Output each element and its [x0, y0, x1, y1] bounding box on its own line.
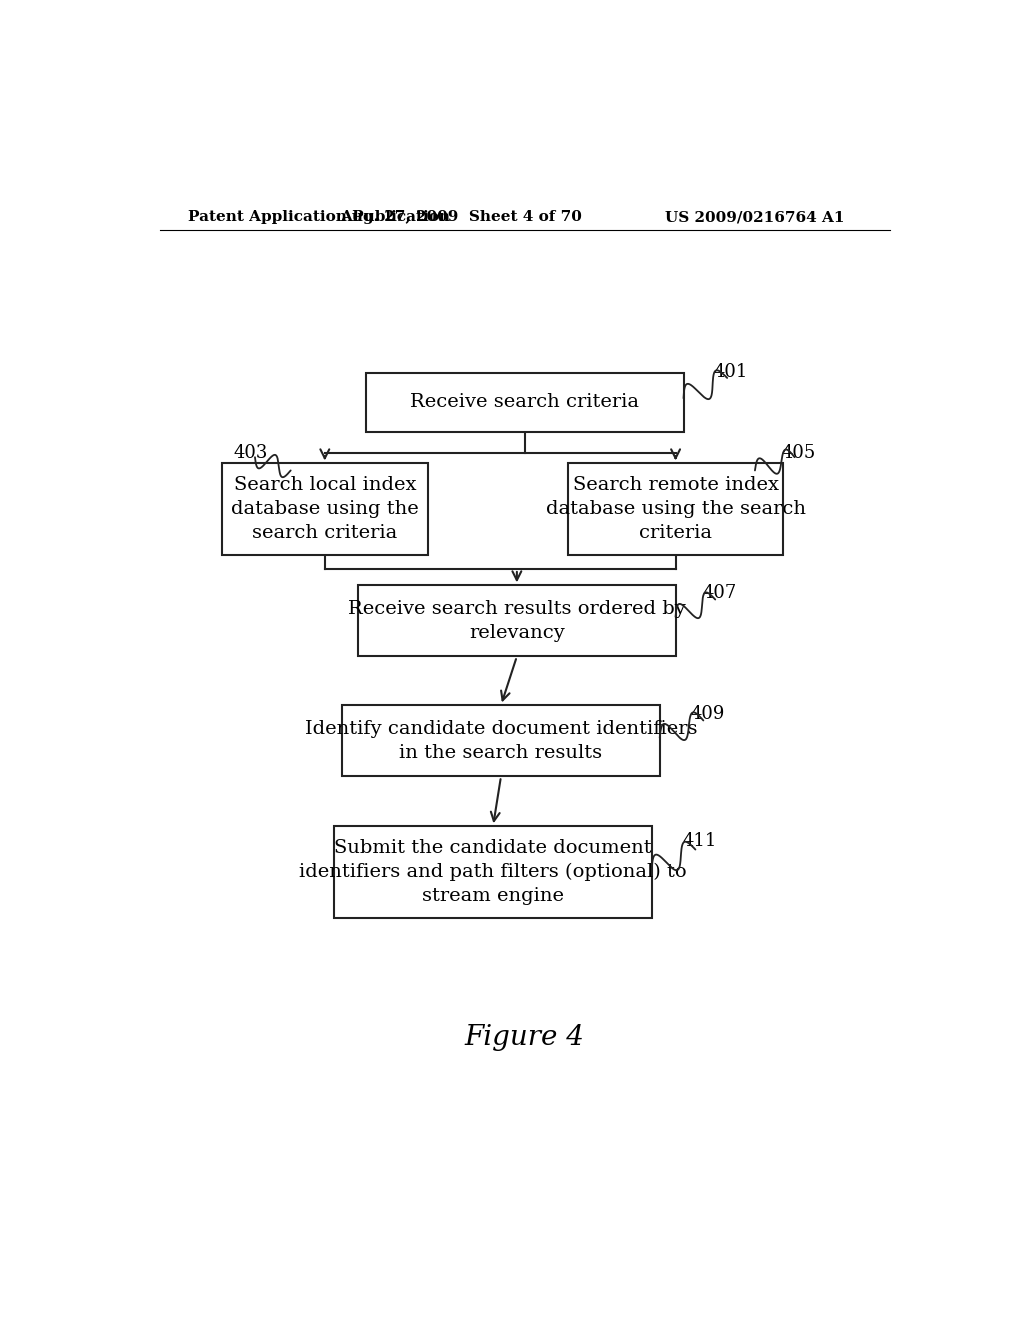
Text: 405: 405	[781, 444, 816, 462]
Bar	[342, 705, 659, 776]
Bar	[221, 463, 428, 554]
Text: 401: 401	[714, 363, 749, 381]
Text: 403: 403	[233, 444, 268, 462]
Text: 411: 411	[682, 833, 717, 850]
Text: Aug. 27, 2009  Sheet 4 of 70: Aug. 27, 2009 Sheet 4 of 70	[340, 210, 583, 224]
Bar	[358, 585, 676, 656]
Text: 407: 407	[702, 585, 736, 602]
Text: Receive search results ordered by
relevancy: Receive search results ordered by releva…	[348, 601, 686, 642]
Bar	[568, 463, 782, 554]
Text: Search remote index
database using the search
criteria: Search remote index database using the s…	[546, 477, 806, 541]
Text: 409: 409	[690, 705, 725, 723]
Bar	[367, 372, 684, 432]
Text: Submit the candidate document
identifiers and path filters (optional) to
stream : Submit the candidate document identifier…	[299, 840, 687, 904]
Text: US 2009/0216764 A1: US 2009/0216764 A1	[666, 210, 845, 224]
Text: Receive search criteria: Receive search criteria	[411, 393, 639, 412]
Bar	[334, 826, 652, 917]
Text: Figure 4: Figure 4	[465, 1024, 585, 1051]
Text: Patent Application Publication: Patent Application Publication	[187, 210, 450, 224]
Text: Identify candidate document identifiers
in the search results: Identify candidate document identifiers …	[305, 719, 697, 762]
Text: Search local index
database using the
search criteria: Search local index database using the se…	[231, 477, 419, 541]
